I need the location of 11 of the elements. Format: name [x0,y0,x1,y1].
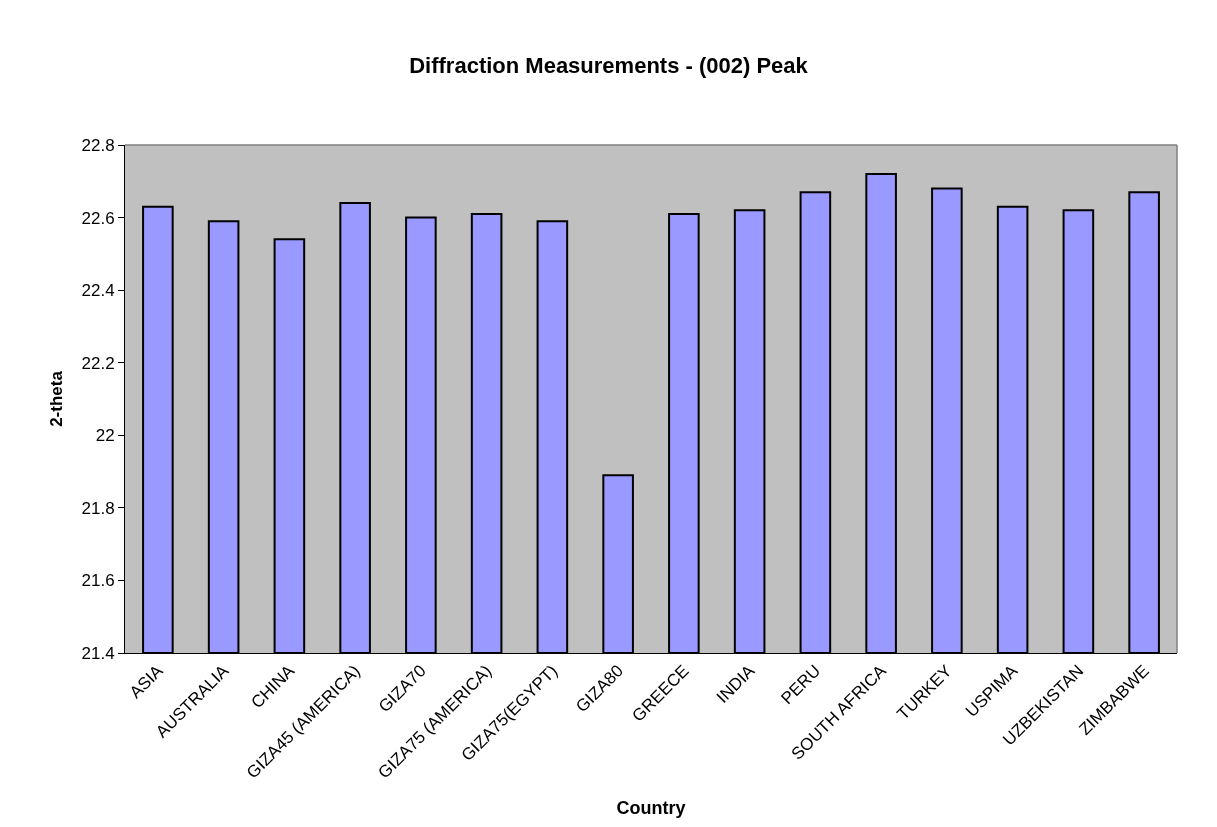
y-axis-title: 2-theta [47,370,67,427]
y-tick-label: 22.8 [81,135,115,155]
y-tick-label: 22.6 [81,208,115,228]
y-tick-label: 21.6 [81,571,115,591]
y-tick-label: 22.4 [81,281,115,301]
x-axis-title: Country [616,798,686,819]
y-tick-label: 22 [95,426,115,446]
y-tick-label: 21.4 [81,643,115,663]
y-tick-label: 22.2 [81,353,115,373]
y-tick-label: 21.8 [81,498,115,518]
chart-title: Diffraction Measurements - (002) Peak [409,53,809,79]
